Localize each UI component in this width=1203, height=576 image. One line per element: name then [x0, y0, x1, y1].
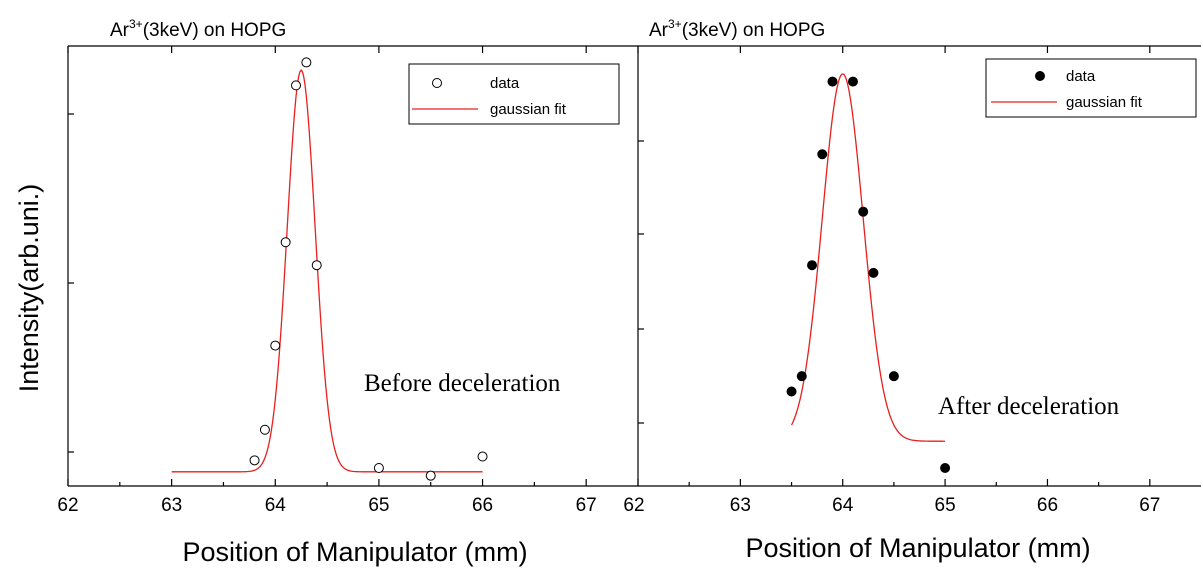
legend-label-fit: gaussian fit	[490, 101, 567, 118]
legend-box	[985, 58, 1197, 118]
gaussian-fit-line	[790, 73, 946, 442]
legend-marker-data	[1035, 71, 1045, 81]
x-tick-label: 66	[1037, 495, 1058, 516]
data-point	[301, 57, 312, 68]
legend-label-fit: gaussian fit	[1066, 94, 1143, 111]
legend-box	[408, 63, 620, 125]
legend-label-data: data	[490, 75, 520, 92]
panel-before: Ar3+(3keV) on HOPG 62 63 64 65 66 67 Position…	[57, 17, 638, 567]
data-point	[868, 267, 879, 278]
legend-label-data: data	[1066, 68, 1096, 85]
data-point	[291, 80, 301, 91]
data-point	[425, 470, 436, 481]
data-point	[888, 371, 899, 382]
y-axis-label: Intensity(arb.uni.)	[14, 184, 44, 393]
data-point	[311, 260, 322, 271]
gaussian-fit-line	[171, 69, 483, 473]
data-point	[827, 76, 838, 87]
legend-marker-data	[432, 78, 442, 88]
x-tick-label: 63	[161, 495, 182, 516]
x-axis-label: Position of Manipulator (mm)	[745, 533, 1090, 563]
x-tick-label: 64	[265, 495, 287, 516]
data-point	[477, 451, 488, 462]
data-point	[786, 386, 797, 397]
data-point	[280, 237, 291, 248]
plot-area: 63 64 65 66 67 62	[623, 45, 1201, 516]
data-point	[373, 463, 384, 473]
data-point	[270, 340, 281, 351]
annotation-after-deceleration: After deceleration	[938, 393, 1120, 420]
x-axis-label: Position of Manipulator (mm)	[182, 537, 527, 567]
chart-title: Ar3+(3keV) on HOPG	[110, 17, 286, 41]
data-point	[847, 76, 858, 87]
data-point	[807, 260, 818, 271]
x-tick-label: 66	[472, 495, 493, 516]
legend: data gaussian fit	[985, 58, 1197, 118]
x-tick-label: 67	[1139, 495, 1160, 516]
x-tick-label: 63	[730, 495, 751, 516]
chart-title: Ar3+(3keV) on HOPG	[649, 17, 825, 41]
annotation-before-deceleration: Before deceleration	[364, 370, 561, 397]
x-tick-label: 62	[57, 495, 78, 516]
x-tick-label: 67	[576, 495, 597, 516]
x-tick-label: 64	[832, 495, 854, 516]
x-tick-label: 65	[368, 495, 389, 516]
panel-after: Ar3+(3keV) on HOPG 63 64 65 66 67 62 Position…	[623, 17, 1201, 563]
data-point	[796, 371, 807, 382]
data-point	[249, 455, 260, 466]
x-tick-label: 65	[935, 495, 956, 516]
plot-area: 62 63 64 65 66 67	[57, 45, 638, 516]
data-point	[940, 463, 951, 473]
data-point	[817, 149, 828, 160]
data-point	[259, 424, 270, 435]
data-point	[858, 206, 869, 217]
legend: data gaussian fit	[408, 63, 620, 125]
x-tick-label: 62	[623, 495, 644, 516]
